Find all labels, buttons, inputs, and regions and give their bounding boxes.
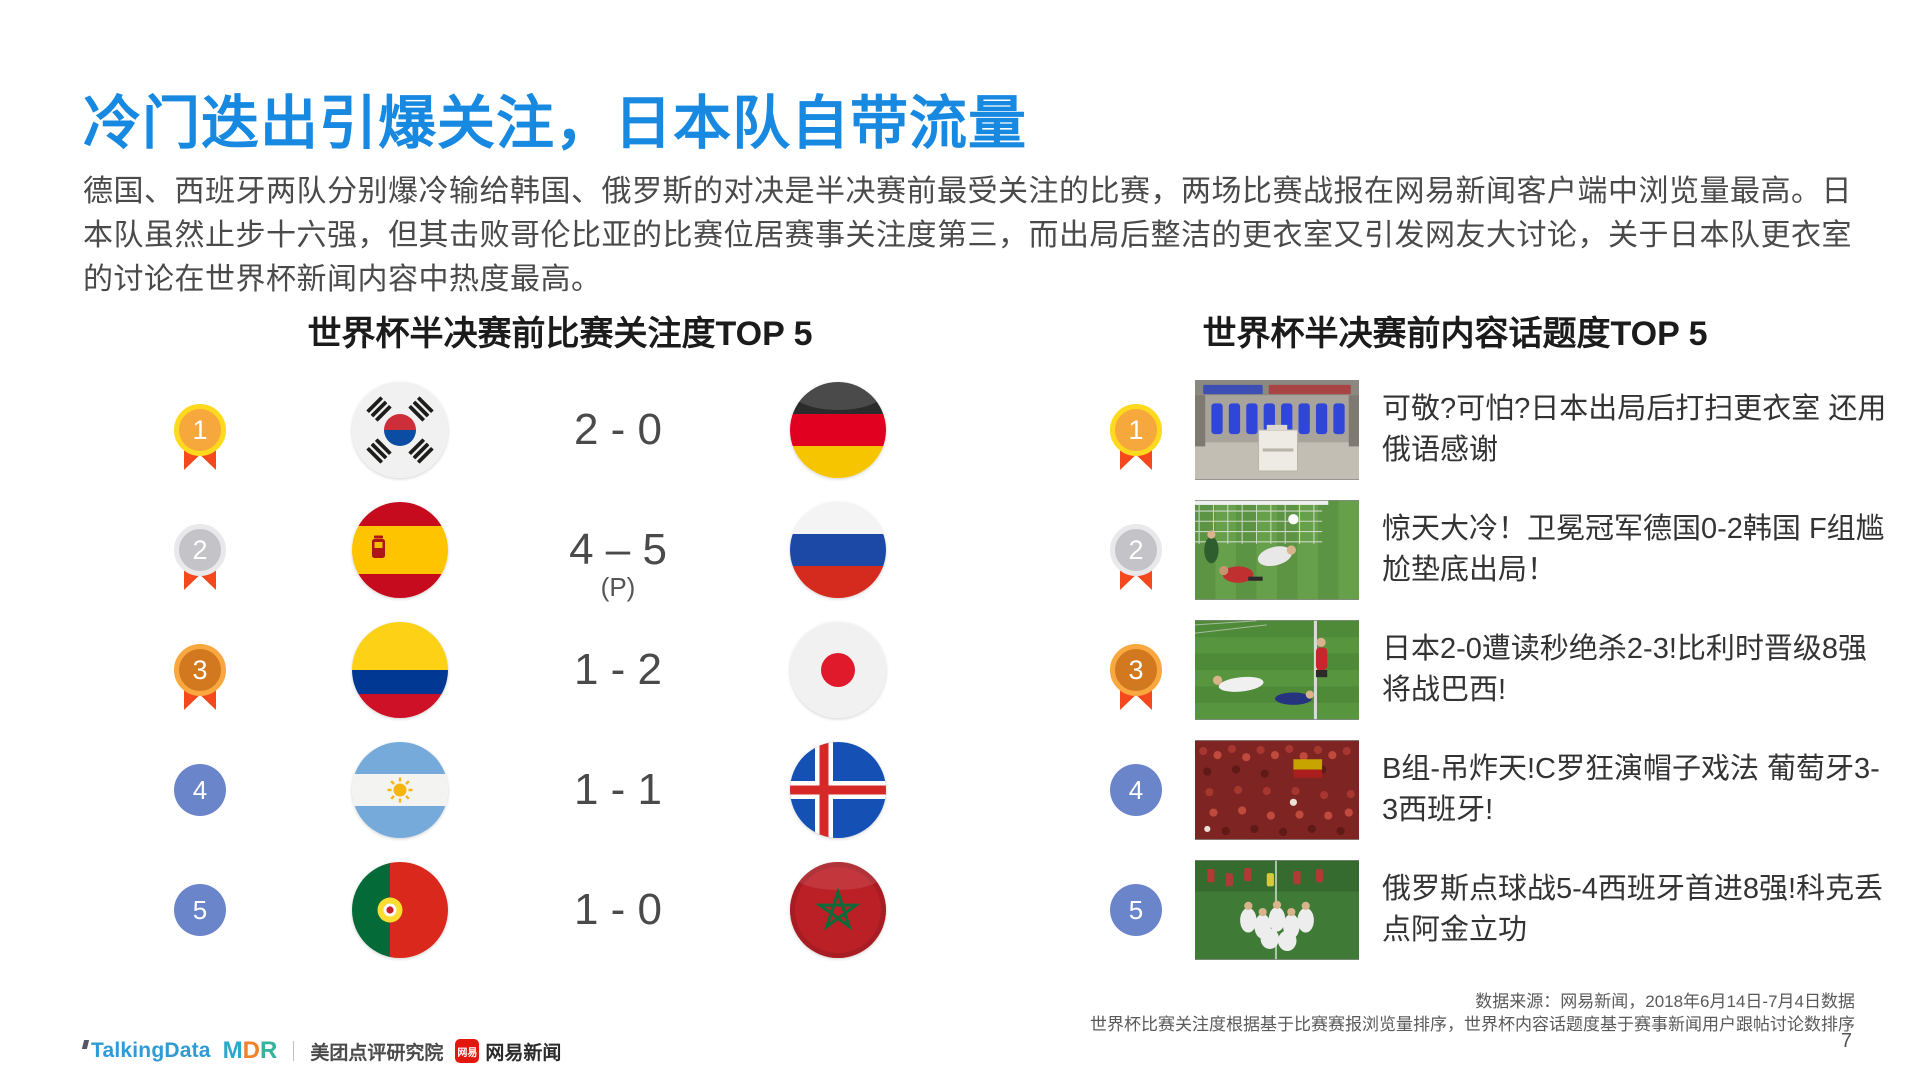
rank-4-badge-icon: 4 xyxy=(174,764,226,816)
match-score: 1 - 0 xyxy=(573,885,663,934)
rank-1-medal-icon: 1 xyxy=(1110,404,1162,470)
data-source-notes: 数据来源：网易新闻，2018年6月14日-7月4日数据 世界杯比赛关注度根据基于… xyxy=(1090,990,1855,1036)
news-headline: 日本2-0遭读秒绝杀2-3!比利时晋级8强将战巴西! xyxy=(1382,633,1868,706)
match-row-3: 3 1 - 2 xyxy=(0,610,1921,730)
match-row-4: 4 1 - 1 xyxy=(0,730,1921,850)
rank-number: 1 xyxy=(174,404,226,456)
talkingdata-logo-text: TalkingData xyxy=(91,1039,211,1062)
rank-1-medal-icon: 1 xyxy=(174,404,226,470)
news-headline: 俄罗斯点球战5-4西班牙首进8强!科克丢点阿金立功 xyxy=(1382,873,1884,946)
logo-divider xyxy=(293,1041,295,1061)
news-photo-germany-korea-goal xyxy=(1195,500,1359,600)
flag-south-korea-icon xyxy=(352,382,448,478)
mdr-logo-r: R xyxy=(260,1037,278,1064)
flag-morocco-icon xyxy=(790,862,886,958)
match-score: 2 - 0 xyxy=(573,405,663,454)
news-headline: 惊天大冷！卫冕冠军德国0-2韩国 F组尴尬垫底出局！ xyxy=(1382,513,1885,586)
news-photo-russia-celebration xyxy=(1195,860,1359,960)
data-source-line-2: 世界杯比赛关注度根据基于比赛赛报浏览量排序，世界杯内容话题度基于赛事新闻用户跟帖… xyxy=(1090,1015,1855,1034)
flag-japan-icon xyxy=(790,622,886,718)
penalty-note: (P) xyxy=(600,572,636,602)
data-source-line-1: 数据来源：网易新闻，2018年6月14日-7月4日数据 xyxy=(1475,992,1855,1011)
match-score: 1 - 2 xyxy=(573,645,663,694)
meituan-dianping-institute-label: 美团点评研究院 xyxy=(310,1042,444,1064)
news-headline: 可敬?可怕?日本出局后打扫更衣室 还用俄语感谢 xyxy=(1382,393,1887,466)
news-row-4: 4 B组-吊炸天!C罗狂演帽子戏法 葡萄牙3-3西班牙! xyxy=(0,730,1921,850)
rank-2-medal-icon: 2 xyxy=(1110,524,1162,590)
flag-iceland-icon xyxy=(790,742,886,838)
match-row-2: 2 4 – 5 (P) xyxy=(0,490,1921,610)
talkingdata-logo-tick-icon xyxy=(81,1040,90,1049)
mdr-logo-m: M xyxy=(222,1037,243,1064)
match-score: 1 - 1 xyxy=(573,765,663,814)
news-row-1: 1 可敬?可怕?日本出局后打扫更衣室 还用俄语感谢 xyxy=(0,370,1921,490)
netease-news-label: 网易新闻 xyxy=(485,1042,562,1064)
right-section-title: 世界杯半决赛前内容话题度TOP 5 xyxy=(1202,315,1708,353)
rank-3-medal-icon: 3 xyxy=(174,644,226,710)
left-section-title: 世界杯半决赛前比赛关注度TOP 5 xyxy=(307,315,813,353)
rank-number: 3 xyxy=(174,644,226,696)
flag-russia-icon xyxy=(790,502,886,598)
rank-number: 3 xyxy=(1110,644,1162,696)
mdr-logo: M D R xyxy=(223,1037,278,1065)
rank-number: 4 xyxy=(1110,764,1162,816)
match-row-5: 5 1 - 0 xyxy=(0,850,1921,970)
rank-5-badge-icon: 5 xyxy=(174,884,226,936)
news-row-5: 5 俄罗斯点球战5-4西班牙首进8强!科克丢点阿金立功 xyxy=(0,850,1921,970)
rank-2-medal-icon: 2 xyxy=(174,524,226,590)
rank-number: 4 xyxy=(174,764,226,816)
news-photo-portugal-spain-crowd xyxy=(1195,740,1359,840)
news-photo-japan-locker-room xyxy=(1195,380,1359,480)
intro-paragraph: 德国、西班牙两队分别爆冷输给韩国、俄罗斯的对决是半决赛前最受关注的比赛，两场比赛… xyxy=(83,175,1852,296)
rank-number: 1 xyxy=(1110,404,1162,456)
talkingdata-logo: TalkingData xyxy=(81,1039,211,1063)
rank-number: 5 xyxy=(1110,884,1162,936)
rank-number: 2 xyxy=(174,524,226,576)
page-number: 7 xyxy=(1840,1030,1852,1052)
rank-3-medal-icon: 3 xyxy=(1110,644,1162,710)
footer-logos: TalkingData M D R 美团点评研究院 网易 网易新闻 xyxy=(81,1037,561,1065)
news-row-2: 2 惊天大冷！卫冕冠军德国0-2韩国 F组尴尬垫底出局！ xyxy=(0,490,1921,610)
netease-news-logo: 网易 网易新闻 xyxy=(455,1038,561,1065)
rank-number: 5 xyxy=(174,884,226,936)
news-photo-japan-belgium-players xyxy=(1195,620,1359,720)
news-row-3: 3 日本2-0遭读秒绝杀2-3!比利时晋级8强将战巴西! xyxy=(0,610,1921,730)
match-score: 4 – 5 xyxy=(569,525,667,574)
rank-5-badge-icon: 5 xyxy=(1110,884,1162,936)
mdr-logo-d: D xyxy=(242,1037,261,1064)
match-row-1: 1 2 - 0 xyxy=(0,370,1921,490)
netease-badge-icon: 网易 xyxy=(455,1039,480,1063)
page-title: 冷门迭出引爆关注，日本队自带流量 xyxy=(83,91,1028,156)
news-headline: B组-吊炸天!C罗狂演帽子戏法 葡萄牙3-3西班牙! xyxy=(1382,753,1880,826)
rank-4-badge-icon: 4 xyxy=(1110,764,1162,816)
rank-number: 2 xyxy=(1110,524,1162,576)
